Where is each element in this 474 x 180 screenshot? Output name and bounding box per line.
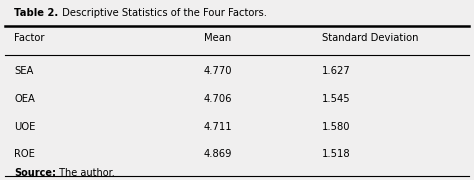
Text: Mean: Mean	[204, 33, 231, 43]
Text: 4.711: 4.711	[204, 122, 232, 132]
Text: 4.869: 4.869	[204, 149, 232, 159]
Text: Table 2.: Table 2.	[14, 8, 58, 18]
Text: Standard Deviation: Standard Deviation	[322, 33, 419, 43]
Text: 1.627: 1.627	[322, 66, 351, 76]
Text: 4.770: 4.770	[204, 66, 232, 76]
Text: 1.580: 1.580	[322, 122, 351, 132]
Text: UOE: UOE	[14, 122, 36, 132]
Text: ROE: ROE	[14, 149, 35, 159]
Text: OEA: OEA	[14, 94, 35, 104]
Text: Factor: Factor	[14, 33, 45, 43]
Text: Descriptive Statistics of the Four Factors.: Descriptive Statistics of the Four Facto…	[59, 8, 267, 18]
Text: 1.545: 1.545	[322, 94, 351, 104]
Text: Source:: Source:	[14, 168, 56, 178]
Text: 1.518: 1.518	[322, 149, 351, 159]
Text: SEA: SEA	[14, 66, 34, 76]
Text: The author.: The author.	[56, 168, 115, 178]
Text: 4.706: 4.706	[204, 94, 232, 104]
